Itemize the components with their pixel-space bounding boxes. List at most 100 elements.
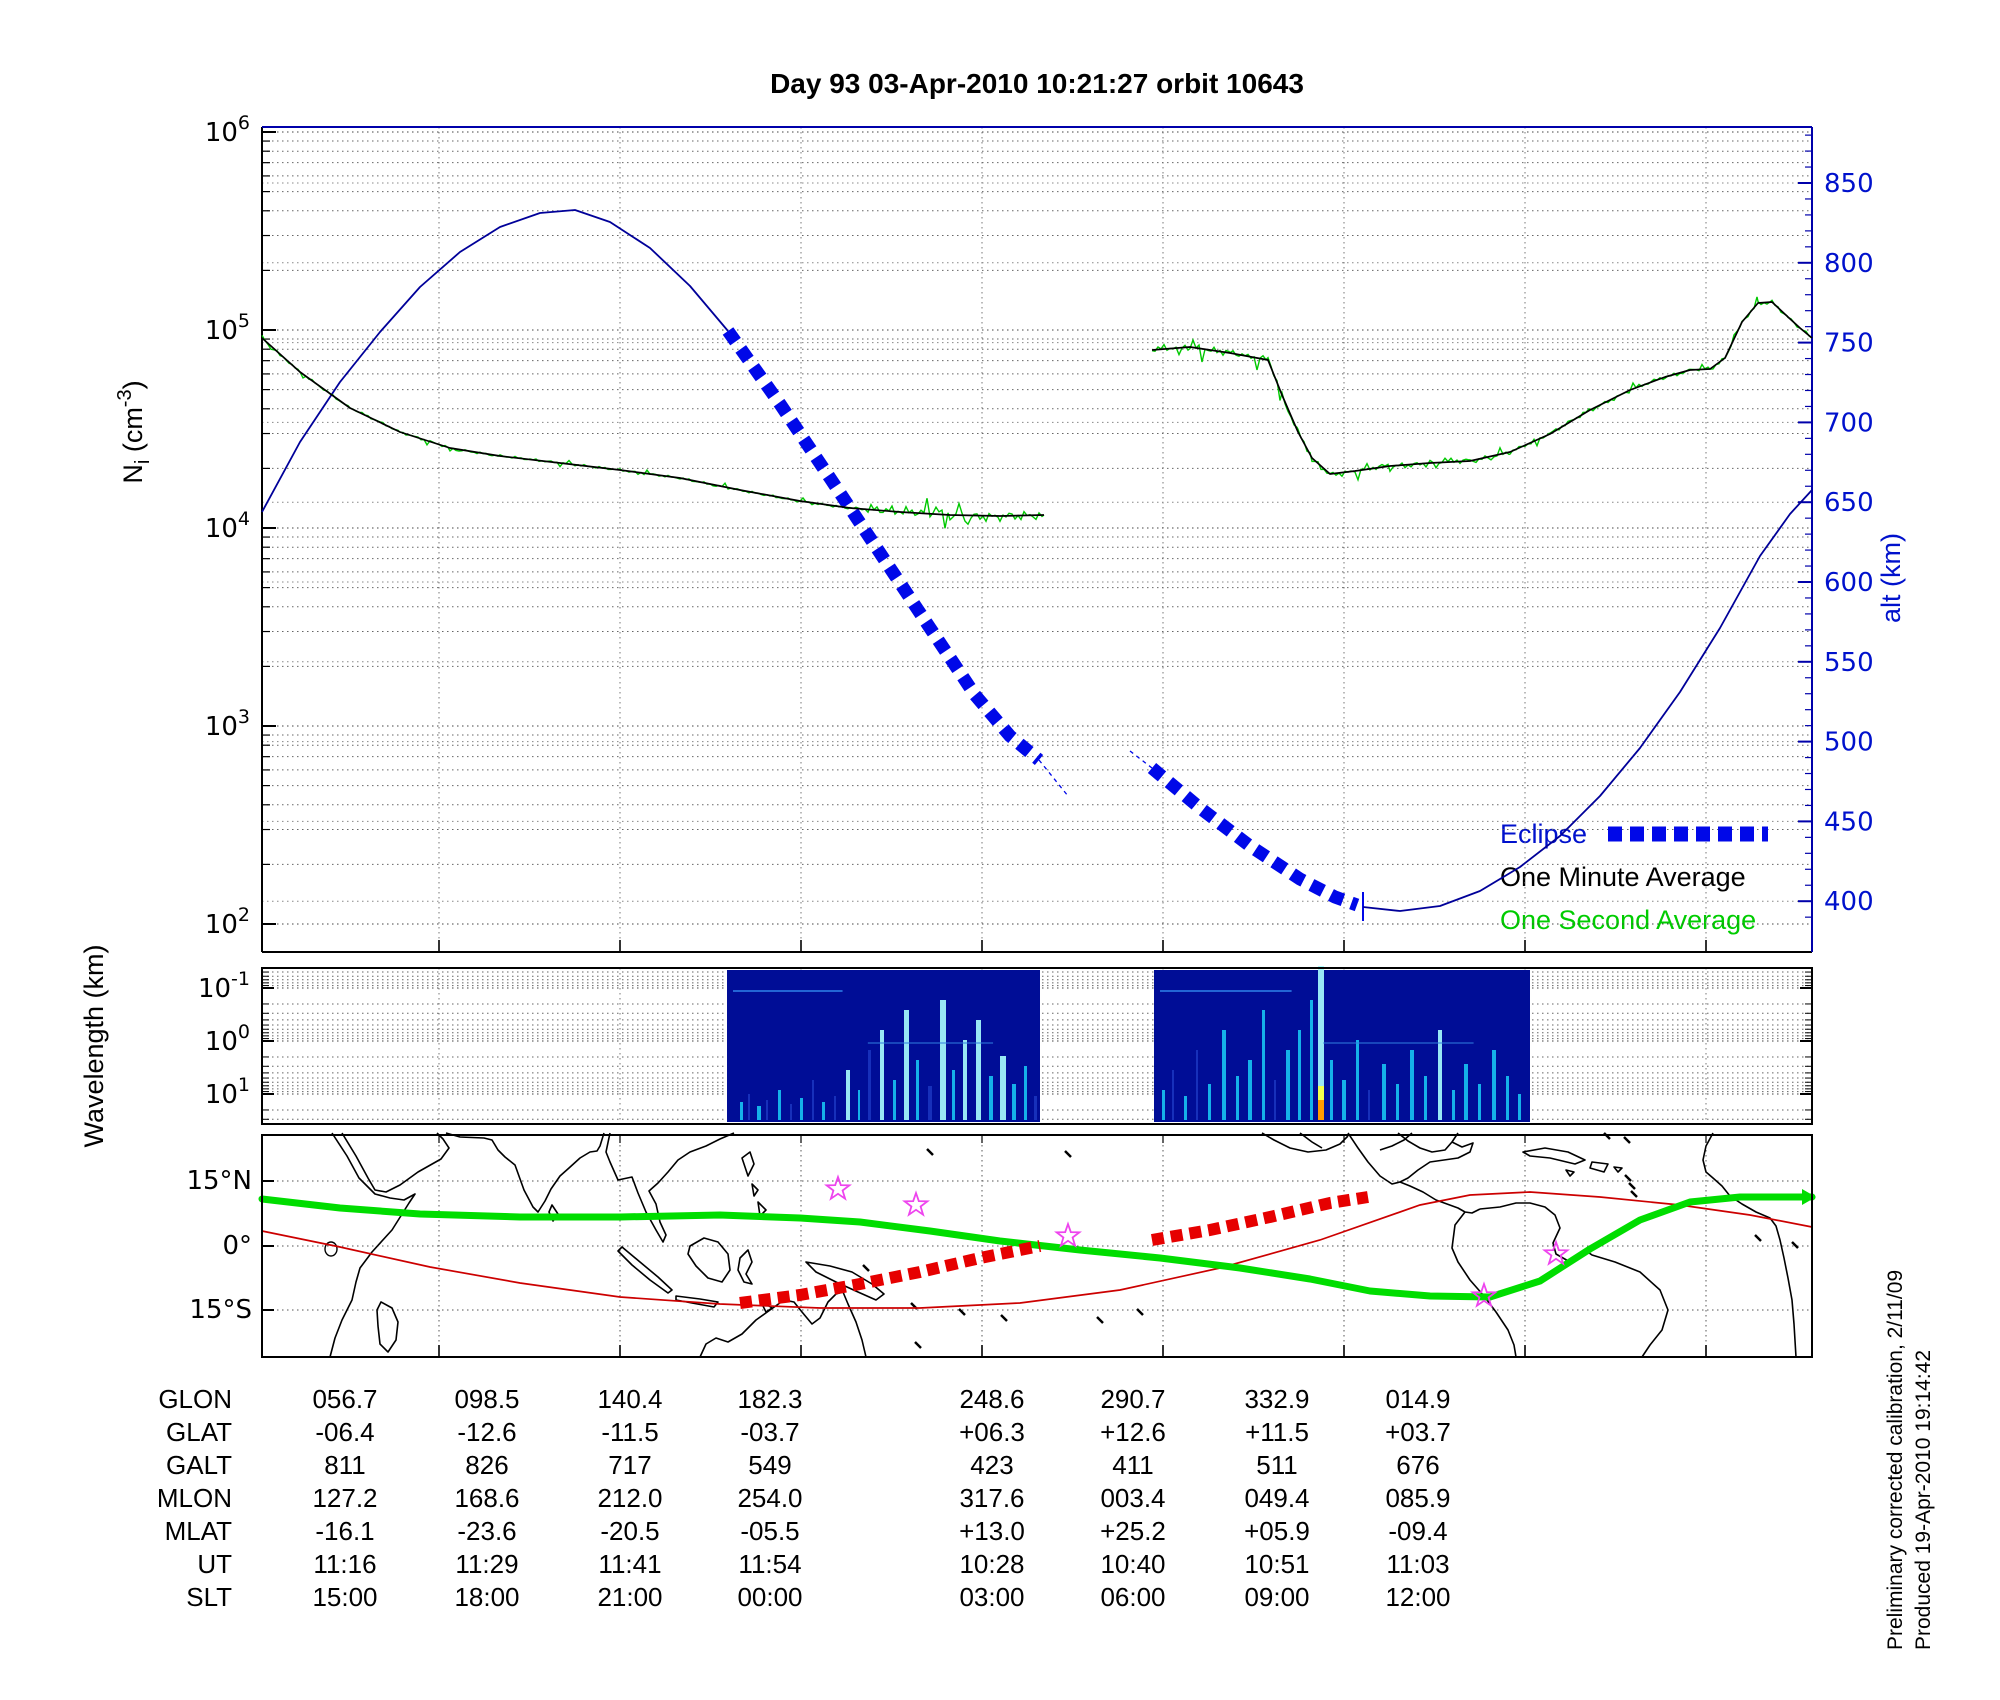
table-row-label: GLAT [166,1417,232,1447]
table-cell: 18:00 [454,1582,519,1612]
small-island-mark [914,1341,922,1349]
table-cell: -09.4 [1388,1516,1447,1546]
spectrogram-streak [893,1080,896,1120]
ephemeris-table: GLON 056.7 098.5 140.4 182.3 248.6 290.7 332.9 0… [157,1384,1451,1612]
spectrogram-streak [1410,1050,1414,1120]
alt-axis-tick-label: 800 [1824,249,1874,279]
world-map-coastlines [1613,1166,1623,1173]
table-cell: +13.0 [959,1516,1025,1546]
wavelength-tick-label: 100 [205,1021,250,1057]
small-island-mark [958,1308,966,1316]
spectrogram-yellow-spot [1318,1086,1324,1100]
spectrogram-streak [1012,1084,1016,1120]
world-map-coastlines [1589,1161,1609,1173]
spectrogram-streak [757,1106,761,1120]
spectrogram-streak [740,1102,743,1120]
map-lat-label-15s: 15°S [189,1295,252,1325]
world-map-coastlines [757,1201,767,1217]
magnetic-equator-line [261,1191,1813,1309]
spectrogram-streak [858,1090,860,1120]
alt-axis-tick-label: 750 [1824,329,1874,359]
table-cell: 411 [1112,1450,1153,1480]
table-cell: +25.2 [1100,1516,1166,1546]
wavelength-spectrogram-panel: 10-1 100 101 [198,966,1813,1125]
spectrogram-streak [1262,1010,1265,1120]
alt-axis-tick-label: 400 [1824,887,1874,917]
legend-eclipse-label: Eclipse [1500,819,1587,849]
world-map-coastlines [805,1261,885,1301]
density-axis-tick-label: 103 [205,706,250,742]
table-cell: 10:40 [1100,1549,1165,1579]
table-cell: 811 [324,1450,365,1480]
world-map-coastlines [1522,1147,1586,1165]
table-cell: 168.6 [454,1483,519,1513]
table-cell: 127.2 [312,1483,377,1513]
spectrogram-streak [1172,1070,1174,1120]
spectrogram-streak [1356,1040,1359,1120]
lake-victoria-outline [324,1241,338,1257]
spectrogram-streak [778,1090,781,1120]
spectrogram-streak [1438,1030,1442,1120]
world-map-coastlines [1565,1169,1575,1177]
world-map-coastlines [1261,1132,1349,1153]
ephemeris-star-marker [1542,1239,1570,1266]
table-cell: 511 [1256,1450,1297,1480]
legend-one-second-average-label: One Second Average [1500,905,1756,935]
spectrogram-streak [916,1060,919,1120]
legend-one-minute-average-label: One Minute Average [1500,862,1746,892]
table-cell: 11:29 [455,1549,518,1579]
small-island-mark [1791,1241,1799,1249]
table-cell: 11:41 [598,1549,661,1579]
one-second-average-curve-a [261,335,1045,529]
table-row-label: GLON [158,1384,232,1414]
spectrogram-band [733,990,843,992]
alt-axis-tick-label: 550 [1824,648,1874,678]
small-island-mark [1000,1314,1008,1322]
spectrogram-streak [868,1050,871,1120]
table-cell: 10:28 [959,1549,1024,1579]
table-cell: +03.7 [1385,1417,1451,1447]
table-cell: 10:51 [1244,1549,1309,1579]
table-cell: 09:00 [1244,1582,1309,1612]
ephemeris-star-marker [1054,1221,1082,1248]
one-minute-average-curve-a [261,337,1045,517]
spectrogram-streak [1034,1096,1037,1120]
spectrogram-streak [1330,1060,1333,1120]
alt-axis-tick-label: 700 [1824,408,1874,438]
spectrogram-streak [880,1030,884,1120]
world-map-coastlines [376,1301,399,1353]
world-map-coastlines [1347,1132,1481,1214]
eclipse-gap-tail-b [1129,750,1153,769]
ground-track-arrow [1802,1189,1816,1205]
spectrogram-streak [904,1010,909,1120]
table-cell: 003.4 [1100,1483,1165,1513]
small-island-mark [1754,1234,1762,1242]
table-cell: 12:00 [1385,1582,1450,1612]
ephemeris-star-marker [902,1190,930,1217]
spectrogram-streak [1424,1076,1427,1120]
small-island-mark [1630,1190,1638,1198]
spectrogram-orange-spot [1318,1100,1324,1120]
spectrogram-streak [963,1040,967,1120]
table-cell: 06:00 [1100,1582,1165,1612]
map-lat-label-15n: 15°N [186,1166,252,1196]
spectrogram-streak [748,1094,750,1120]
spectrogram-streak [1000,1056,1006,1120]
page-title: Day 93 03-Apr-2010 10:21:27 orbit 10643 [770,68,1304,99]
spectrogram-streak [952,1070,955,1120]
spectrogram-streak [976,1020,981,1120]
spectrogram-streak [989,1076,993,1120]
plot2-border [261,967,1813,1125]
table-cell: 056.7 [312,1384,377,1414]
spectrogram-streak [1310,1000,1313,1120]
table-cell: 254.0 [737,1483,802,1513]
spectrogram-streak [1518,1094,1521,1120]
ground-track-map-panel [258,1132,1816,1358]
spectrogram-streak [1024,1066,1027,1120]
spectrogram-streak [1196,1050,1198,1120]
table-row-label: MLAT [165,1516,233,1546]
table-cell: -12.6 [457,1417,516,1447]
world-map-coastlines [687,1237,731,1283]
small-island-mark [1628,1182,1636,1190]
